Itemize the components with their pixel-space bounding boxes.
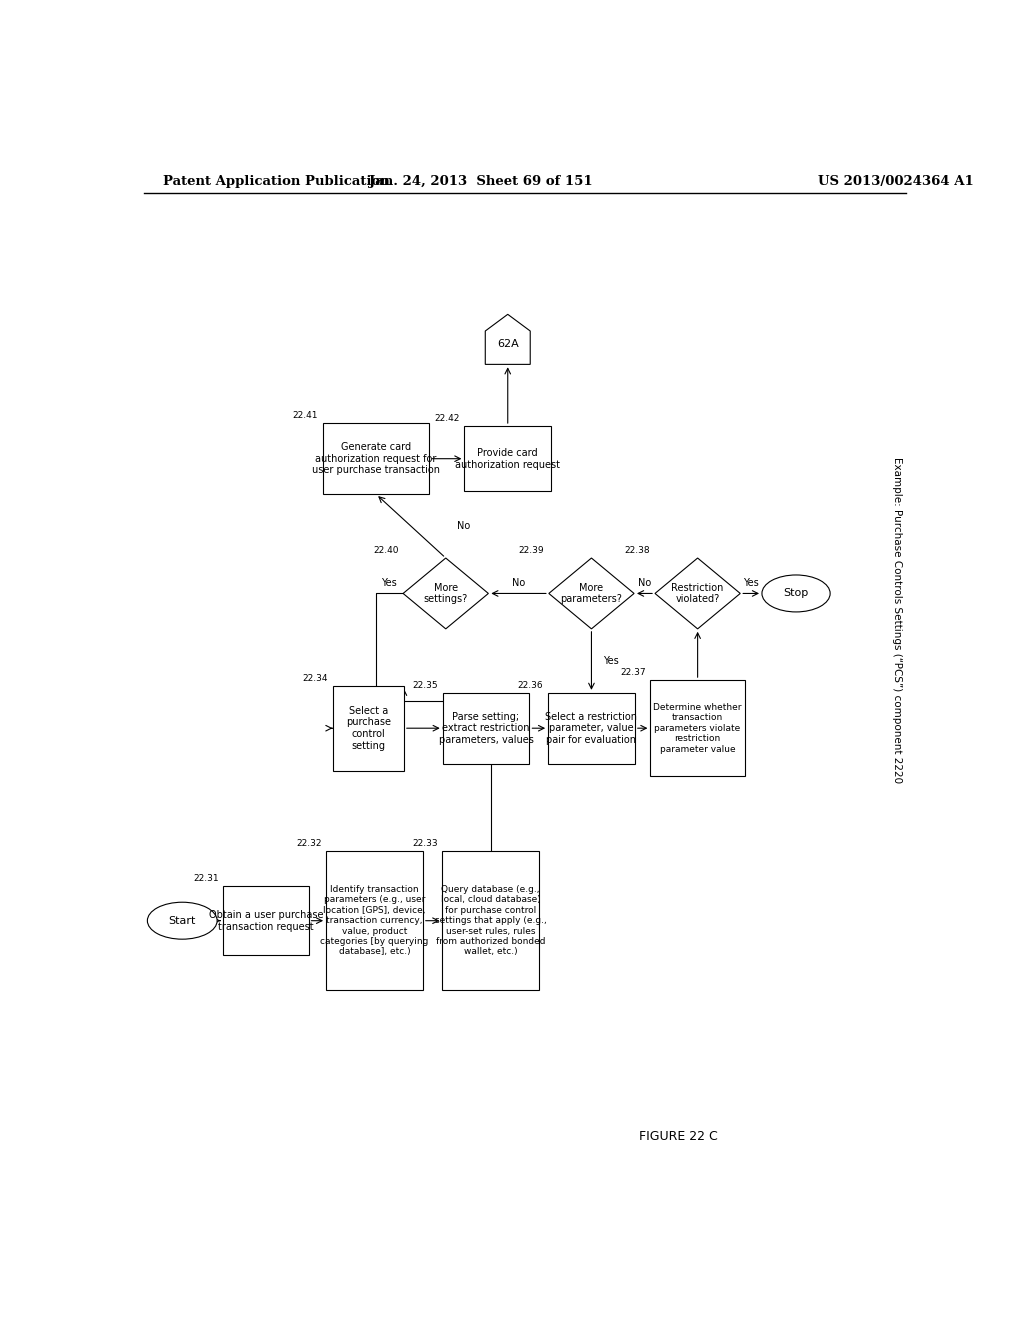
Text: Determine whether
transaction
parameters violate
restriction
parameter value: Determine whether transaction parameters… bbox=[653, 704, 741, 754]
FancyBboxPatch shape bbox=[548, 693, 635, 763]
Text: Patent Application Publication: Patent Application Publication bbox=[163, 176, 389, 187]
Polygon shape bbox=[655, 558, 740, 628]
Text: 22.35: 22.35 bbox=[413, 681, 438, 689]
Text: 22.34: 22.34 bbox=[302, 673, 328, 682]
Text: 22.36: 22.36 bbox=[518, 681, 544, 689]
Text: Yes: Yes bbox=[381, 578, 397, 589]
Text: Stop: Stop bbox=[783, 589, 809, 598]
FancyBboxPatch shape bbox=[442, 693, 529, 763]
FancyBboxPatch shape bbox=[650, 680, 744, 776]
Text: Generate card
authorization request for
user purchase transaction: Generate card authorization request for … bbox=[312, 442, 440, 475]
Polygon shape bbox=[549, 558, 634, 628]
Polygon shape bbox=[403, 558, 488, 628]
Text: Select a restriction
parameter, value
pair for evaluation: Select a restriction parameter, value pa… bbox=[546, 711, 638, 744]
Text: Parse setting;
extract restriction
parameters, values: Parse setting; extract restriction param… bbox=[438, 711, 534, 744]
Text: Yes: Yes bbox=[603, 656, 618, 665]
Text: 22.40: 22.40 bbox=[373, 546, 398, 554]
FancyBboxPatch shape bbox=[464, 426, 551, 491]
Text: Start: Start bbox=[169, 916, 196, 925]
Text: 22.41: 22.41 bbox=[293, 412, 317, 420]
Text: Select a
purchase
control
setting: Select a purchase control setting bbox=[346, 706, 391, 751]
Text: Yes: Yes bbox=[743, 578, 759, 589]
Text: 22.32: 22.32 bbox=[296, 840, 322, 849]
Text: No: No bbox=[458, 521, 471, 531]
Text: Restriction
violated?: Restriction violated? bbox=[672, 582, 724, 605]
Text: US 2013/0024364 A1: US 2013/0024364 A1 bbox=[818, 176, 974, 187]
FancyBboxPatch shape bbox=[223, 886, 308, 956]
Ellipse shape bbox=[147, 903, 217, 940]
Text: 22.38: 22.38 bbox=[625, 546, 650, 554]
Text: More
parameters?: More parameters? bbox=[560, 582, 623, 605]
Ellipse shape bbox=[762, 576, 830, 612]
Text: FIGURE 22 C: FIGURE 22 C bbox=[639, 1130, 718, 1143]
Text: No: No bbox=[512, 578, 525, 589]
Text: Jan. 24, 2013  Sheet 69 of 151: Jan. 24, 2013 Sheet 69 of 151 bbox=[369, 176, 593, 187]
Text: 62A: 62A bbox=[497, 339, 518, 350]
FancyBboxPatch shape bbox=[333, 686, 403, 771]
Polygon shape bbox=[485, 314, 530, 364]
Text: 22.42: 22.42 bbox=[434, 414, 460, 422]
Text: Identify transaction
parameters (e.g., user
location [GPS], device,
transaction : Identify transaction parameters (e.g., u… bbox=[321, 884, 429, 957]
Text: Obtain a user purchase
transaction request: Obtain a user purchase transaction reque… bbox=[209, 909, 324, 932]
FancyBboxPatch shape bbox=[442, 851, 540, 990]
Text: 22.31: 22.31 bbox=[194, 874, 219, 883]
Text: Query database (e.g.,
local, cloud database)
for purchase control
settings that : Query database (e.g., local, cloud datab… bbox=[435, 884, 547, 957]
Text: No: No bbox=[638, 578, 651, 589]
Text: Provide card
authorization request: Provide card authorization request bbox=[456, 447, 560, 470]
FancyBboxPatch shape bbox=[323, 424, 429, 494]
Text: 22.39: 22.39 bbox=[518, 546, 544, 554]
Text: More
settings?: More settings? bbox=[424, 582, 468, 605]
Text: Example: Purchase Controls Settings (“PCS”) component 2220: Example: Purchase Controls Settings (“PC… bbox=[892, 457, 902, 784]
FancyBboxPatch shape bbox=[326, 851, 423, 990]
Text: 22.33: 22.33 bbox=[412, 840, 437, 849]
Text: 22.37: 22.37 bbox=[621, 668, 646, 677]
